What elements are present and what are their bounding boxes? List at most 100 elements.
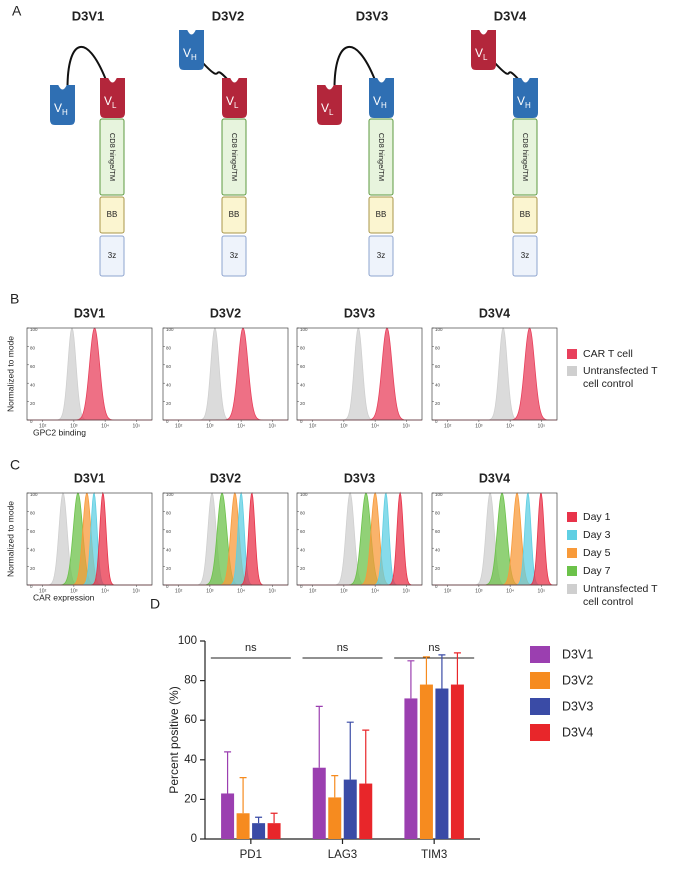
- y-tick-label: 60: [300, 529, 306, 534]
- x-tick-label: 10⁴: [506, 423, 514, 429]
- domain-label: VL: [321, 101, 334, 117]
- y-tick-label: 20: [166, 401, 172, 406]
- density-curve: [297, 328, 422, 421]
- panel-title: D3V1: [74, 471, 105, 485]
- y-tick-label: 0: [30, 584, 33, 589]
- y-tick-label: 60: [30, 529, 36, 534]
- domain-label: VL: [104, 94, 117, 110]
- y-tick-label: 80: [300, 346, 306, 351]
- x-tick-label: 10³: [70, 588, 78, 594]
- y-tick-label: 20: [435, 566, 441, 571]
- bar: [343, 779, 357, 839]
- legend-swatch: [530, 698, 550, 715]
- domain-label-main: V: [226, 94, 234, 108]
- bar: [435, 688, 449, 839]
- bar: [221, 793, 235, 839]
- y-tick-label: 80: [435, 346, 441, 351]
- panel-title: D3V4: [479, 471, 510, 485]
- x-tick-label: 10²: [39, 588, 47, 594]
- hinge-box: [512, 118, 538, 196]
- y-tick-label: 60: [184, 714, 197, 726]
- y-axis-label: Percent positive (%): [167, 686, 181, 793]
- x-tick-label: TIM3: [421, 849, 447, 861]
- significance-label: ns: [245, 642, 257, 654]
- linker: [66, 46, 107, 89]
- y-tick-label: 40: [30, 547, 36, 552]
- y-tick-label: 0: [300, 584, 303, 589]
- y-tick-label: 60: [166, 364, 172, 369]
- hinge-label: CD8 hinge/TM: [377, 133, 386, 181]
- y-tick-label: 40: [30, 382, 36, 387]
- bar: [312, 767, 326, 839]
- y-tick-label: 80: [300, 511, 306, 516]
- x-tick-label: 10³: [70, 423, 78, 429]
- x-tick-label: 10⁵: [403, 588, 411, 594]
- bar: [404, 698, 418, 839]
- y-tick-label: 20: [435, 401, 441, 406]
- domain-label-main: V: [373, 94, 381, 108]
- error-bar: [362, 729, 370, 784]
- y-tick-label: 20: [300, 566, 306, 571]
- error-bar: [453, 652, 461, 685]
- y-tick-label: 40: [184, 754, 197, 766]
- error-bar: [331, 775, 339, 798]
- significance-label: ns: [428, 642, 440, 654]
- y-tick-label: 60: [166, 529, 172, 534]
- domain-label: VH: [54, 101, 68, 117]
- x-tick-label: 10⁴: [371, 423, 379, 429]
- y-tick-label: 60: [435, 364, 441, 369]
- x-tick-label: 10⁵: [269, 423, 277, 429]
- hinge-box: [368, 118, 394, 196]
- plot-frame: [26, 327, 153, 421]
- error-bar: [438, 654, 446, 689]
- domain-label-main: V: [104, 94, 112, 108]
- costim-box: [512, 196, 538, 234]
- domain-label-main: V: [183, 46, 191, 60]
- domain-label-sub: H: [62, 108, 68, 117]
- legend-swatch: [567, 548, 577, 558]
- linker: [333, 46, 376, 89]
- x-tick-label: 10³: [206, 423, 214, 429]
- domain-label-sub: L: [483, 53, 488, 62]
- signal-box: [99, 235, 125, 277]
- plot-frame: [431, 492, 558, 586]
- hinge-label: CD8 hinge/TM: [108, 133, 117, 181]
- domain-label-main: V: [475, 46, 483, 60]
- legend-label: D3V2: [562, 673, 593, 687]
- x-tick-label: PD1: [240, 849, 262, 861]
- x-tick-label: 10³: [340, 423, 348, 429]
- legend-label: Untransfected T cell control: [583, 583, 658, 608]
- bar: [328, 797, 342, 839]
- domain: [369, 78, 394, 118]
- x-axis-label: CAR expression: [33, 592, 95, 602]
- domain-label: VH: [183, 46, 197, 62]
- y-tick-label: 100: [300, 327, 308, 332]
- y-tick-label: 40: [166, 547, 172, 552]
- domain-label: VL: [475, 46, 488, 62]
- y-tick-label: 60: [435, 529, 441, 534]
- legend-label: Day 7: [583, 565, 611, 577]
- signal-label: 3z: [108, 251, 116, 260]
- x-tick-label: 10²: [444, 423, 452, 429]
- y-tick-label: 100: [166, 327, 174, 332]
- y-tick-label: 0: [166, 419, 169, 424]
- bar: [359, 783, 373, 839]
- y-tick-label: 80: [30, 346, 36, 351]
- hinge-label: CD8 hinge/TM: [521, 133, 530, 181]
- panel-title: D3V3: [344, 306, 375, 320]
- y-tick-label: 60: [300, 364, 306, 369]
- bar: [450, 684, 464, 839]
- costim-box: [221, 196, 247, 234]
- domain-label-main: V: [321, 101, 329, 115]
- panel-title: D3V3: [344, 471, 375, 485]
- costim-label: BB: [107, 210, 118, 219]
- x-tick-label: 10⁵: [538, 588, 546, 594]
- error-bar: [346, 721, 354, 780]
- error-bar: [315, 705, 323, 768]
- y-axis-label: Normalized to mode: [5, 501, 15, 577]
- density-curve: [163, 327, 288, 421]
- domain: [222, 78, 247, 118]
- plot-frame: [162, 492, 289, 586]
- legend-label: CAR T cell: [583, 348, 633, 360]
- y-tick-label: 80: [184, 675, 197, 687]
